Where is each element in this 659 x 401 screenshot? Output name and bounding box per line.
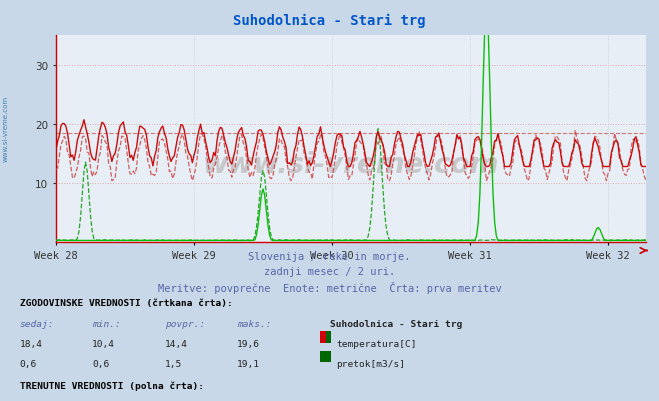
Text: 19,6: 19,6: [237, 340, 260, 348]
Text: www.si-vreme.com: www.si-vreme.com: [203, 150, 499, 178]
Text: maks.:: maks.:: [237, 320, 272, 328]
Text: temperatura[C]: temperatura[C]: [336, 340, 416, 348]
Text: 18,4: 18,4: [20, 340, 43, 348]
Text: Slovenija / reke in morje.: Slovenija / reke in morje.: [248, 251, 411, 261]
Text: zadnji mesec / 2 uri.: zadnji mesec / 2 uri.: [264, 267, 395, 277]
Text: Suhodolnica - Stari trg: Suhodolnica - Stari trg: [330, 320, 462, 328]
Text: min.:: min.:: [92, 320, 121, 328]
Text: Meritve: povprečne  Enote: metrične  Črta: prva meritev: Meritve: povprečne Enote: metrične Črta:…: [158, 282, 501, 294]
Text: povpr.:: povpr.:: [165, 320, 205, 328]
Text: 1,5: 1,5: [165, 359, 182, 368]
Text: pretok[m3/s]: pretok[m3/s]: [336, 359, 405, 368]
Text: 0,6: 0,6: [92, 359, 109, 368]
Text: TRENUTNE VREDNOSTI (polna črta):: TRENUTNE VREDNOSTI (polna črta):: [20, 381, 204, 391]
Text: 10,4: 10,4: [92, 340, 115, 348]
Text: 0,6: 0,6: [20, 359, 37, 368]
Text: ZGODOVINSKE VREDNOSTI (črtkana črta):: ZGODOVINSKE VREDNOSTI (črtkana črta):: [20, 299, 233, 308]
Text: 14,4: 14,4: [165, 340, 188, 348]
Text: www.si-vreme.com: www.si-vreme.com: [2, 95, 9, 161]
Text: Suhodolnica - Stari trg: Suhodolnica - Stari trg: [233, 14, 426, 28]
Text: 19,1: 19,1: [237, 359, 260, 368]
Text: sedaj:: sedaj:: [20, 320, 54, 328]
